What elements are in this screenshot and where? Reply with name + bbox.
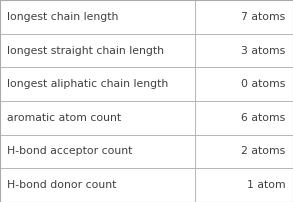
Bar — [0, 67, 293, 101]
Text: H-bond acceptor count: H-bond acceptor count — [7, 146, 133, 157]
Text: 7 atoms: 7 atoms — [241, 12, 286, 22]
Bar — [0, 101, 293, 135]
Bar — [0, 0, 293, 34]
Text: 0 atoms: 0 atoms — [241, 79, 286, 89]
Bar — [0, 135, 293, 168]
Text: 1 atom: 1 atom — [247, 180, 286, 190]
Text: aromatic atom count: aromatic atom count — [7, 113, 122, 123]
Text: longest chain length: longest chain length — [7, 12, 119, 22]
Text: 2 atoms: 2 atoms — [241, 146, 286, 157]
Bar — [0, 168, 293, 202]
Text: H-bond donor count: H-bond donor count — [7, 180, 117, 190]
Text: 6 atoms: 6 atoms — [241, 113, 286, 123]
Text: longest straight chain length: longest straight chain length — [7, 45, 164, 56]
Text: longest aliphatic chain length: longest aliphatic chain length — [7, 79, 168, 89]
Bar — [0, 34, 293, 67]
Text: 3 atoms: 3 atoms — [241, 45, 286, 56]
